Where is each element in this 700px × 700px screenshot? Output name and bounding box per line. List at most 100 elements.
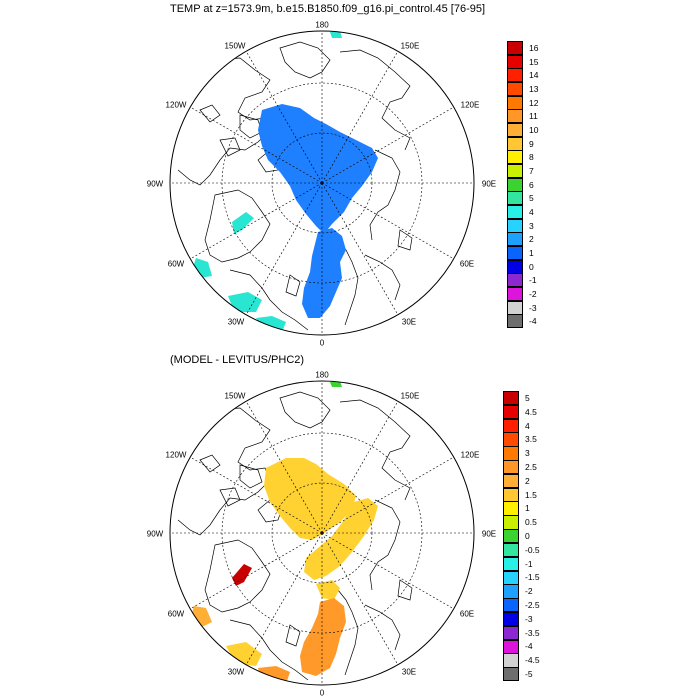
top-temp-field-bering [330, 31, 342, 38]
bottom-lon-60e: 60E [459, 609, 475, 619]
bottom-colorbar-swatch [503, 542, 519, 558]
bottom-lon-90e: 90E [481, 529, 497, 539]
bottom-diff-field-canada-basin [264, 458, 356, 540]
bottom-colorbar-label: 1 [525, 503, 530, 514]
top-lon-30e: 30E [401, 317, 417, 327]
top-temp-field-baffin [232, 212, 254, 234]
bottom-lon-120w: 120W [165, 450, 187, 460]
bottom-colorbar-swatch [503, 625, 519, 641]
bottom-colorbar-label: 4.5 [525, 406, 537, 417]
top-lon-120e: 120E [460, 100, 480, 110]
top-temp-field-fram [302, 228, 346, 318]
top-temp-field-arctic [258, 104, 378, 234]
top-colorbar-swatch [507, 287, 523, 302]
bottom-lon-60w: 60W [167, 609, 185, 619]
top-colorbar-swatch [507, 205, 523, 220]
bottom-colorbar-label: 0 [525, 531, 530, 541]
top-lon-0: 0 [319, 338, 325, 348]
top-map-panel: TEMP at z=1573.9m, b.e15.B1850.f09_g16.p… [146, 3, 567, 348]
bottom-lon-0: 0 [319, 688, 325, 698]
bottom-colorbar-label: 1.5 [525, 489, 537, 500]
bottom-diff-field-eurasian-basin [304, 498, 378, 580]
bottom-colorbar-swatch [503, 473, 519, 489]
bottom-lon-30w: 30W [227, 667, 245, 677]
top-colorbar-label: 2 [529, 234, 534, 245]
bottom-colorbar-swatch [503, 529, 519, 544]
bottom-colorbar-swatch [503, 556, 519, 571]
bottom-colorbar-swatch [503, 611, 519, 627]
top-lon-120w: 120W [165, 100, 187, 110]
top-lon-150e: 150E [400, 41, 420, 51]
top-colorbar-label: 16 [529, 42, 539, 53]
top-colorbar-label: 5 [529, 193, 534, 204]
top-colorbar-swatch [507, 164, 523, 179]
bottom-map-panel: (MODEL - LEVITUS/PHC2) [0, 350, 700, 700]
top-colorbar-label: 9 [529, 138, 534, 149]
bottom-lon-90w: 90W [146, 529, 164, 539]
top-colorbar-label: 6 [529, 179, 534, 190]
top-colorbar-swatch [507, 136, 523, 151]
bottom-diff-field-nordic-seas [300, 598, 346, 676]
bottom-diff-field-baffin [232, 564, 252, 586]
top-lon-90w: 90W [146, 179, 164, 189]
top-colorbar-swatch [507, 232, 523, 247]
bottom-colorbar: 5 4.5 4 3.5 3 2.5 2 1.5 1 0.5 0 -0.5 -1 -1.5 -2 -2.5 -3 -… [503, 391, 563, 682]
bottom-lon-150w: 150W [224, 391, 246, 401]
top-panel-title: TEMP at z=1573.9m, b.e15.B1850.f09_g16.p… [170, 3, 486, 15]
top-map-boundary [169, 30, 475, 336]
bottom-colorbar-label: -3.5 [525, 627, 540, 638]
bottom-colorbar-swatch [503, 653, 519, 668]
bottom-colorbar-swatch [503, 446, 519, 461]
bottom-colorbar-swatch [503, 570, 519, 585]
top-colorbar-swatch [507, 68, 523, 83]
top-colorbar-label: 4 [529, 206, 534, 217]
top-colorbar-label: 10 [529, 124, 539, 135]
bottom-colorbar-swatch [503, 487, 519, 502]
bottom-map-boundary [169, 380, 475, 686]
top-colorbar-label: -2 [529, 288, 537, 299]
bottom-colorbar-label: -2 [525, 586, 533, 597]
top-colorbar: 16 15 14 13 12 11 10 9 8 7 6 5 4 3 2 1 0 -1 -2 -3 -4 [507, 41, 567, 329]
top-polar-map [169, 30, 475, 336]
bottom-colorbar-swatch [503, 391, 519, 406]
bottom-polar-map [169, 380, 475, 686]
bottom-colorbar-swatch [503, 460, 519, 475]
top-colorbar-swatch [507, 218, 523, 233]
top-colorbar-swatch [507, 246, 523, 261]
top-colorbar-swatch [507, 314, 523, 329]
bottom-diff-field-bering [330, 381, 342, 387]
bottom-lon-150e: 150E [400, 391, 420, 401]
top-colorbar-swatch [507, 54, 523, 69]
top-colorbar-label: 12 [529, 97, 539, 108]
bottom-colorbar-label: -1 [525, 558, 533, 569]
bottom-lon-180: 180 [315, 370, 329, 380]
bottom-colorbar-label: 4 [525, 420, 530, 431]
top-temp-field-labrador [192, 258, 212, 278]
top-colorbar-swatch [507, 123, 523, 138]
top-graticule [170, 31, 474, 335]
top-temp-field-greenland-sea [228, 292, 262, 312]
top-colorbar-swatch [507, 95, 523, 110]
bottom-lon-120e: 120E [460, 450, 480, 460]
bottom-colorbar-swatch [503, 501, 519, 516]
bottom-lon-30e: 30E [401, 667, 417, 677]
bottom-colorbar-swatch [503, 667, 519, 682]
bottom-colorbar-label: 0.5 [525, 517, 537, 528]
bottom-colorbar-label: 2.5 [525, 461, 537, 472]
top-colorbar-swatch [507, 273, 523, 288]
bottom-colorbar-label: -1.5 [525, 572, 540, 583]
top-lon-150w: 150W [224, 41, 246, 51]
bottom-colorbar-label: 5 [525, 392, 530, 403]
top-colorbar-label: 13 [529, 83, 539, 94]
top-colorbar-label: 3 [529, 220, 534, 231]
top-colorbar-swatch [507, 177, 523, 192]
top-colorbar-label: -4 [529, 316, 537, 327]
bottom-coastlines [177, 391, 413, 681]
top-colorbar-label: -3 [529, 302, 537, 313]
bottom-colorbar-label: -4 [525, 641, 533, 652]
bottom-colorbar-label: -2.5 [525, 600, 540, 611]
top-colorbar-label: 0 [529, 261, 534, 272]
top-lon-60w: 60W [167, 259, 185, 269]
bottom-colorbar-label: 3.5 [525, 434, 537, 445]
bottom-colorbar-swatch [503, 404, 519, 420]
